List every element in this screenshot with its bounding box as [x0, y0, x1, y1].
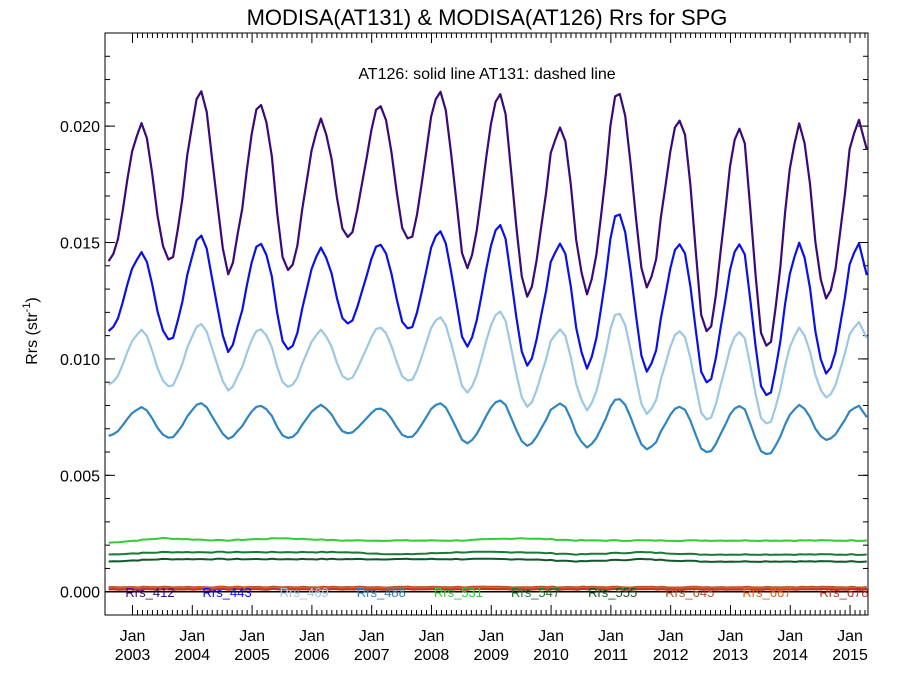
legend-item: Rrs_547: [511, 585, 560, 600]
legend-item: Rrs_412: [125, 585, 174, 600]
series-line-rrs-469: [108, 310, 868, 425]
x-tick-label-month: Jan: [777, 628, 803, 645]
x-tick-label-year: 2010: [533, 647, 569, 664]
x-tick-label-month: Jan: [658, 628, 684, 645]
x-tick-label-month: Jan: [120, 628, 146, 645]
series-line-rrs-443: [107, 213, 868, 397]
series-line-rrs-555: [108, 557, 867, 563]
line-style-note: AT126: solid line AT131: dashed line: [358, 66, 615, 83]
y-axis-label: Rrs (str-1): [21, 297, 41, 365]
legend-item: Rrs_555: [588, 585, 637, 600]
series-line-rrs-412: [107, 90, 868, 347]
x-tick-label-year: 2008: [414, 647, 450, 664]
x-tick-label-month: Jan: [419, 628, 445, 645]
chart-title: MODISA(AT131) & MODISA(AT126) Rrs for SP…: [247, 5, 728, 30]
series-line-rrs-645: [108, 585, 867, 589]
legend-item: Rrs_678: [819, 585, 868, 600]
legend-item: Rrs_531: [434, 585, 483, 600]
series-line-rrs-531: [108, 536, 867, 544]
x-tick-label-month: Jan: [837, 628, 863, 645]
x-axis: Jan 2003 Jan 2004 Jan 2005 Jan 2006 Jan 2007 Jan 20…: [115, 33, 868, 664]
x-tick-label-year: 2007: [354, 647, 390, 664]
x-tick-label-month: Jan: [239, 628, 265, 645]
x-tick-label-year: 2005: [234, 647, 270, 664]
x-tick-label-month: Jan: [538, 628, 564, 645]
y-tick-label: 0.005: [60, 468, 100, 485]
legend-item: Rrs_469: [280, 585, 329, 600]
legend-item: Rrs_667: [742, 585, 791, 600]
x-tick-label-month: Jan: [359, 628, 385, 645]
x-tick-label-year: 2003: [115, 647, 151, 664]
x-tick-label-year: 2011: [594, 647, 629, 664]
series-lines: [107, 90, 868, 591]
y-tick-label: 0.015: [60, 236, 100, 253]
legend-item: Rrs_443: [203, 585, 252, 600]
y-tick-label: 0.000: [60, 585, 100, 602]
x-tick-label-month: Jan: [179, 628, 205, 645]
series-line-rrs-667: [108, 586, 867, 590]
x-tick-label-year: 2009: [473, 647, 509, 664]
x-tick-label-month: Jan: [478, 628, 504, 645]
x-tick-label-month: Jan: [299, 628, 325, 645]
x-tick-label-year: 2013: [713, 647, 749, 664]
series-line-rrs-678: [108, 587, 867, 591]
x-tick-label-month: Jan: [718, 628, 744, 645]
x-tick-label-month: Jan: [598, 628, 624, 645]
x-tick-label-year: 2012: [653, 647, 689, 664]
x-tick-label-year: 2015: [832, 647, 868, 664]
y-axis: 0.000 0.005 0.010 0.015 0.020: [60, 32, 868, 616]
legend-item: Rrs_488: [357, 585, 406, 600]
x-tick-label-year: 2004: [175, 647, 211, 664]
y-tick-label: 0.010: [60, 352, 100, 369]
legend: Rrs_412 Rrs_443 Rrs_469 Rrs_488 Rrs_531 Rrs_5…: [125, 585, 868, 600]
legend-item: Rrs_645: [665, 585, 714, 600]
series-line-rrs-547: [108, 550, 867, 556]
x-tick-label-year: 2014: [772, 647, 808, 664]
series-line-rrs-488: [108, 398, 868, 456]
x-tick-label-year: 2006: [294, 647, 330, 664]
y-tick-label: 0.020: [60, 119, 100, 136]
